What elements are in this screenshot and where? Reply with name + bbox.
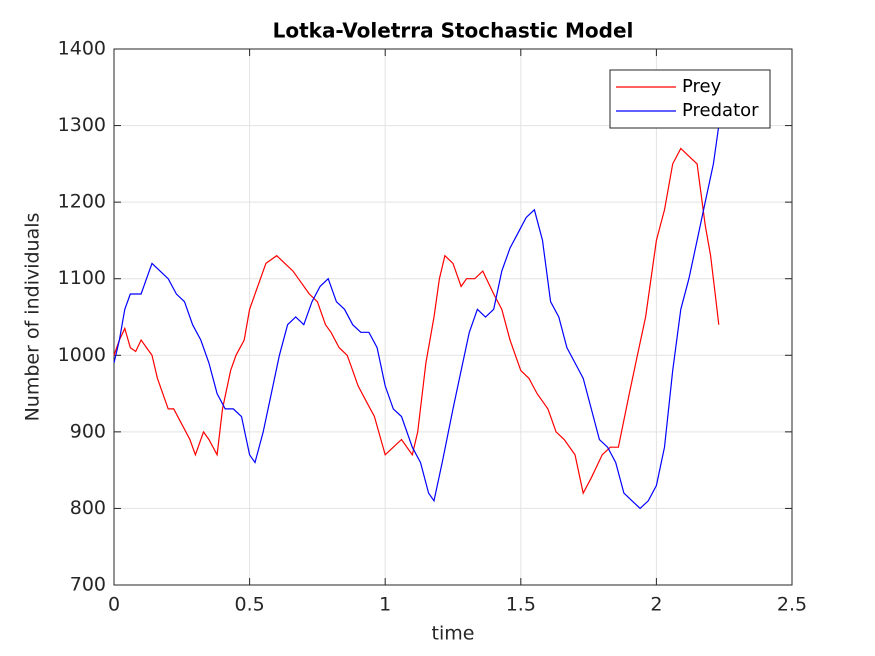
legend-label: Prey xyxy=(682,76,722,97)
y-tick-label: 1000 xyxy=(58,344,106,366)
series-line xyxy=(113,147,720,495)
y-tick-label: 1300 xyxy=(58,114,106,136)
x-tick-label: 0.5 xyxy=(234,594,264,616)
chart-title: Lotka-Voletrra Stochastic Model xyxy=(273,19,634,43)
x-tick-label: 0 xyxy=(108,594,120,616)
y-tick-label: 900 xyxy=(70,420,106,442)
y-axis-label: Number of individuals xyxy=(22,213,44,422)
x-tick-label: 2.5 xyxy=(777,594,807,616)
x-axis-label: time xyxy=(432,623,475,645)
plot-frame xyxy=(113,48,793,586)
y-tick-label: 800 xyxy=(70,497,106,519)
series-line xyxy=(113,125,720,510)
y-tick-label: 1200 xyxy=(58,191,106,213)
y-tick-label: 1100 xyxy=(58,267,106,289)
legend-box xyxy=(609,69,771,129)
x-tick-label: 1 xyxy=(379,594,391,616)
x-tick-label: 1.5 xyxy=(506,594,536,616)
x-tick-label: 2 xyxy=(650,594,662,616)
y-tick-label: 700 xyxy=(70,574,106,596)
legend-label: Predator xyxy=(682,100,759,121)
y-tick-label: 1400 xyxy=(58,38,106,60)
